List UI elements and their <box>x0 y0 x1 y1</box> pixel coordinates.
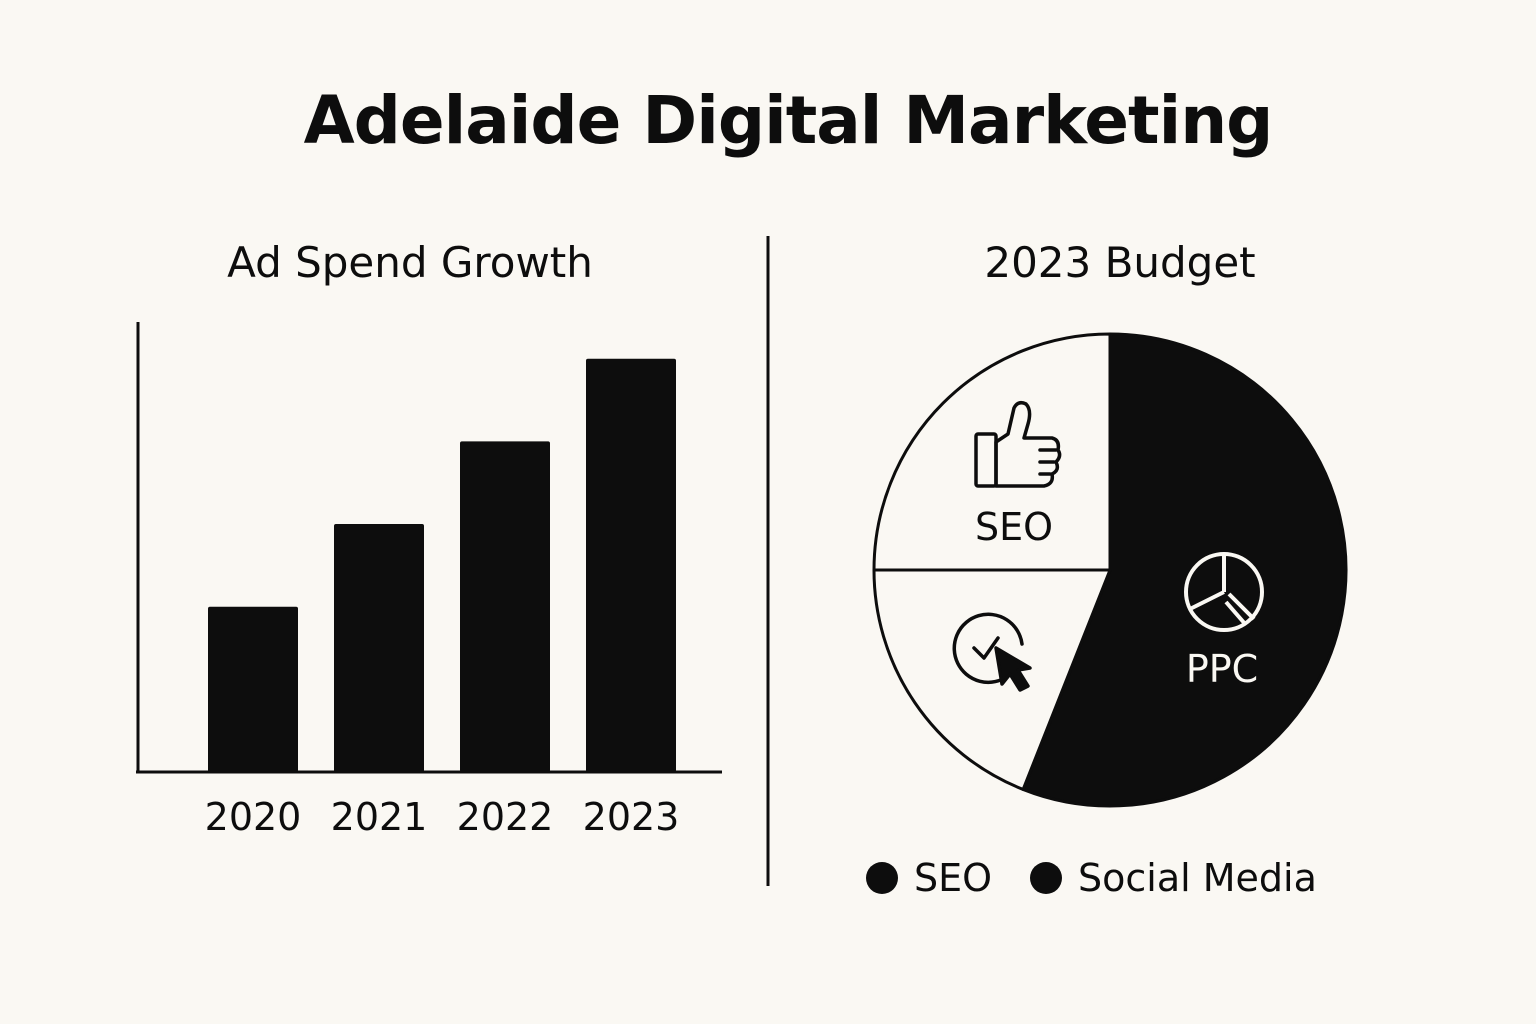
legend-item-seo: SEO <box>866 854 992 902</box>
bar-2020 <box>208 606 298 772</box>
x-tick-label-2020: 2020 <box>205 795 302 839</box>
bar-chart-title: Ad Spend Growth <box>227 238 593 287</box>
pie-label-ppc: PPC <box>1186 647 1258 691</box>
pie-chart: PPC SEO <box>872 332 1348 808</box>
x-tick-label-2021: 2021 <box>331 795 428 839</box>
pie-slice-unlabeled <box>872 568 1112 791</box>
pie-chart-icon <box>1184 552 1264 632</box>
legend-swatch-social-media <box>1030 862 1062 894</box>
legend-item-social-media: Social Media <box>1030 854 1317 902</box>
bar-chart: 2020 2021 2022 2023 <box>136 322 722 839</box>
bar-2023 <box>586 358 676 772</box>
x-tick-label-2023: 2023 <box>583 795 680 839</box>
pie-slice-ppc <box>1021 332 1348 808</box>
pie-slice-seo <box>872 332 1112 572</box>
click-cursor-icon <box>952 612 1032 692</box>
page-title: Adelaide Digital Marketing <box>303 82 1274 159</box>
x-tick-label-2022: 2022 <box>457 795 554 839</box>
legend-label-social-media: Social Media <box>1078 856 1317 900</box>
pie-chart-title: 2023 Budget <box>984 238 1256 287</box>
bar-2021 <box>334 524 424 772</box>
legend-swatch-seo <box>866 862 898 894</box>
bar-2022 <box>460 441 550 772</box>
pie-label-seo: SEO <box>975 505 1053 549</box>
thumbs-up-icon <box>974 400 1062 488</box>
legend-label-seo: SEO <box>914 856 993 900</box>
